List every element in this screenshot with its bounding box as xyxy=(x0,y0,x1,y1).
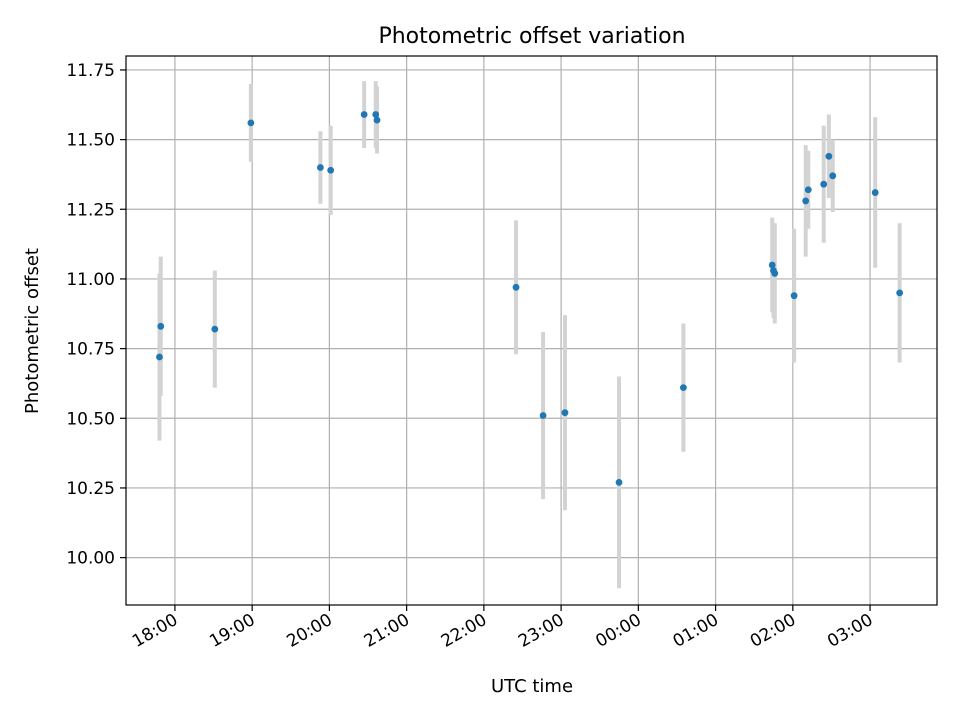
y-tick-label: 10.25 xyxy=(66,479,115,499)
x-tick-label: 20:00 xyxy=(283,610,335,652)
y-tick-label: 11.50 xyxy=(66,131,115,151)
data-point xyxy=(771,269,779,277)
y-axis-label: Photometric offset xyxy=(22,248,43,414)
data-point xyxy=(820,180,828,188)
x-axis-label: UTC time xyxy=(491,676,573,697)
data-point xyxy=(512,283,520,291)
grid-lines xyxy=(126,56,937,605)
data-point xyxy=(790,292,798,300)
data-point xyxy=(327,166,335,174)
x-tick-label: 21:00 xyxy=(361,610,413,652)
data-point xyxy=(802,197,810,205)
y-tick-label: 10.00 xyxy=(66,549,115,569)
data-points xyxy=(156,111,904,486)
axis-ticks: 18:00 19:00 20:00 21:00 22:00 23:00 00:00 01:00… xyxy=(66,61,876,652)
chart-title: Photometric offset variation xyxy=(378,24,685,49)
x-tick-label: 03:00 xyxy=(824,610,876,652)
x-tick-label: 19:00 xyxy=(206,610,258,652)
data-point xyxy=(804,186,812,194)
data-point xyxy=(316,164,324,171)
x-tick-label: 00:00 xyxy=(592,610,644,652)
data-point xyxy=(156,353,163,361)
data-point xyxy=(768,261,776,269)
data-point xyxy=(829,172,837,180)
data-point xyxy=(825,152,833,160)
error-bars xyxy=(157,81,902,589)
data-point xyxy=(373,116,381,124)
y-tick-label: 11.00 xyxy=(66,270,115,290)
x-tick-label: 22:00 xyxy=(438,610,490,652)
data-point xyxy=(247,119,255,127)
x-tick-label: 01:00 xyxy=(670,610,722,652)
y-tick-label: 11.75 xyxy=(66,61,115,81)
data-point xyxy=(157,322,165,330)
x-tick-label: 02:00 xyxy=(747,610,799,652)
data-point xyxy=(871,189,879,196)
data-point xyxy=(539,412,547,419)
y-tick-label: 10.50 xyxy=(66,409,115,429)
data-point xyxy=(680,384,687,392)
data-point xyxy=(615,478,623,486)
y-tick-label: 11.25 xyxy=(66,200,115,220)
x-tick-label: 18:00 xyxy=(129,610,181,652)
data-point xyxy=(211,325,219,333)
data-point xyxy=(896,289,904,297)
x-tick-label: 23:00 xyxy=(515,610,567,652)
plot-frame xyxy=(125,55,938,606)
y-tick-label: 10.75 xyxy=(66,340,115,360)
data-point xyxy=(561,409,569,417)
data-point xyxy=(360,111,368,118)
data-point xyxy=(372,111,380,118)
